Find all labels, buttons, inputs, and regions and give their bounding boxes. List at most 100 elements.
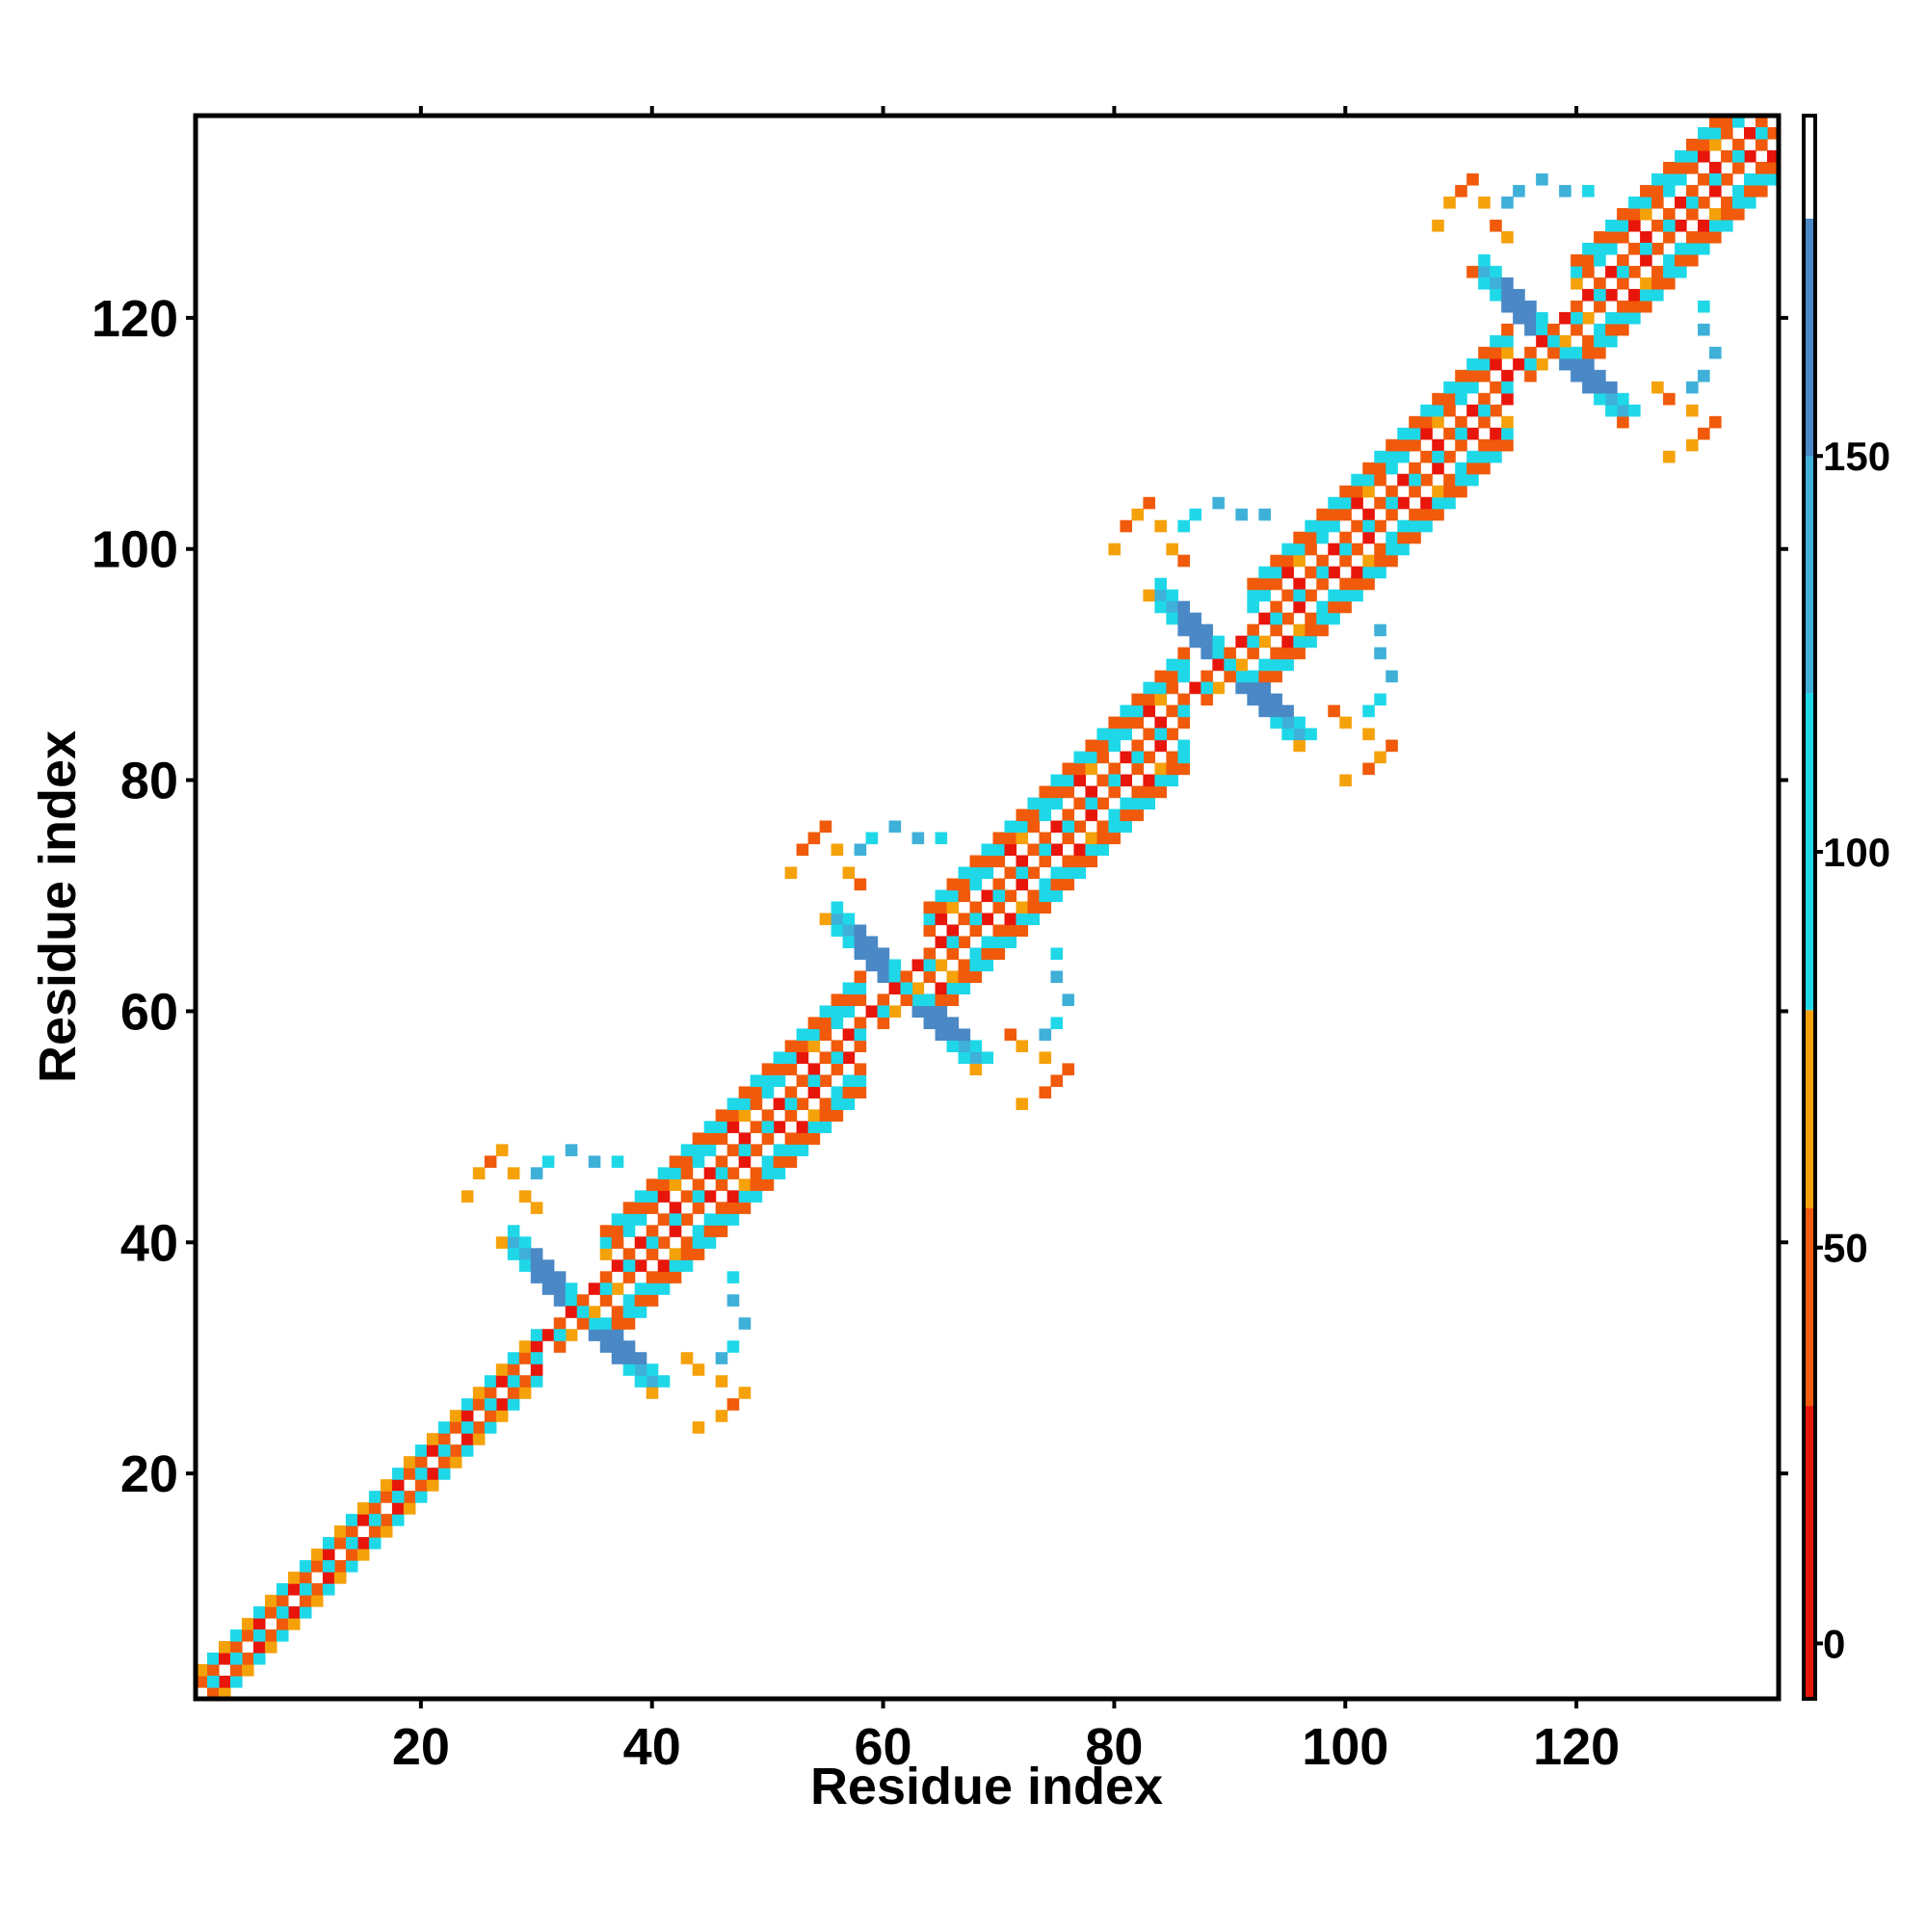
heatmap-cell: [1039, 1086, 1052, 1098]
heatmap-cell: [969, 878, 983, 891]
heatmap-cell: [1571, 323, 1583, 336]
heatmap-cell: [1212, 647, 1225, 660]
heatmap-cell: [831, 843, 844, 857]
heatmap-cell: [807, 1121, 821, 1133]
heatmap-cell: [1212, 658, 1225, 672]
heatmap-cell: [1281, 658, 1294, 672]
heatmap-cell: [1027, 913, 1041, 926]
heatmap-cell: [854, 970, 867, 984]
heatmap-cell: [831, 924, 844, 938]
heatmap-cell: [1686, 207, 1699, 221]
heatmap-cell: [657, 1271, 671, 1284]
heatmap-cell: [715, 1352, 728, 1364]
heatmap-cell: [1686, 149, 1699, 163]
heatmap-cell: [1027, 889, 1041, 903]
heatmap-cell: [252, 1653, 266, 1665]
heatmap-cell: [992, 936, 1006, 949]
heatmap-cell: [831, 901, 844, 914]
heatmap-cell: [761, 1074, 775, 1087]
heatmap-cell: [773, 1063, 786, 1075]
heatmap-cell: [1698, 369, 1710, 383]
heatmap-cell: [1432, 219, 1444, 232]
heatmap-cell: [703, 1132, 717, 1145]
heatmap-cell: [1120, 704, 1133, 718]
heatmap-cell: [1663, 265, 1676, 278]
heatmap-cell: [1224, 670, 1236, 683]
heatmap-cell: [807, 832, 821, 845]
heatmap-cell: [1039, 797, 1052, 810]
heatmap-cell: [1281, 612, 1294, 625]
heatmap-cell: [1478, 462, 1491, 475]
heatmap-cell: [819, 1028, 832, 1042]
heatmap-cell: [1582, 381, 1595, 394]
heatmap-cell: [1605, 219, 1618, 232]
heatmap-cell: [1004, 866, 1017, 880]
heatmap-cell: [403, 1456, 416, 1469]
heatmap-cell: [1594, 334, 1606, 348]
heatmap-cell: [1293, 623, 1306, 637]
heatmap-cell: [518, 1352, 532, 1364]
heatmap-cell: [738, 1317, 752, 1330]
heatmap-cell: [981, 936, 994, 949]
heatmap-cell: [992, 832, 1006, 845]
heatmap-cell: [1085, 751, 1098, 764]
heatmap-cell: [796, 843, 809, 857]
heatmap-cell: [692, 1132, 705, 1145]
heatmap-cell: [715, 1178, 728, 1191]
heatmap-cell: [958, 970, 971, 984]
heatmap-cell: [622, 1294, 636, 1307]
heatmap-cell: [1351, 589, 1363, 602]
heatmap-cell: [935, 1017, 948, 1030]
heatmap-cell: [969, 970, 983, 984]
heatmap-cell: [345, 1548, 358, 1561]
heatmap-cell: [264, 1606, 277, 1619]
heatmap-cell: [1131, 693, 1144, 706]
heatmap-cell: [1536, 311, 1548, 325]
heatmap-cell: [252, 1629, 266, 1642]
heatmap-cell: [1663, 172, 1676, 186]
heatmap-cell: [380, 1525, 393, 1538]
heatmap-cell: [1559, 357, 1571, 371]
heatmap-cell: [1108, 543, 1122, 556]
heatmap-cell: [1212, 635, 1225, 648]
heatmap-cell: [854, 936, 867, 949]
heatmap-cell: [553, 1329, 567, 1341]
heatmap-cell: [1154, 762, 1167, 776]
heatmap-cell: [1698, 172, 1710, 186]
heatmap-cell: [1698, 427, 1710, 440]
heatmap-cell: [1166, 704, 1178, 718]
heatmap-cell: [854, 1063, 867, 1075]
heatmap-cell: [1166, 612, 1178, 625]
heatmap-cell: [738, 1202, 752, 1214]
heatmap-cell: [1073, 774, 1087, 787]
heatmap-cell: [1073, 762, 1087, 776]
heatmap-cell: [1305, 728, 1317, 741]
heatmap-cell: [842, 993, 856, 1007]
heatmap-cell: [842, 1086, 856, 1098]
heatmap-cell: [1709, 230, 1722, 244]
heatmap-cell: [1154, 693, 1167, 706]
heatmap-cell: [368, 1525, 382, 1538]
heatmap-cell: [1432, 450, 1444, 463]
heatmap-cell: [1027, 843, 1041, 857]
heatmap-cell: [1062, 855, 1075, 868]
heatmap-cell: [1212, 681, 1225, 695]
heatmap-cell: [1478, 404, 1491, 417]
heatmap-cell: [807, 1132, 821, 1145]
heatmap-cell: [622, 1352, 636, 1364]
heatmap-cell: [1120, 728, 1133, 741]
heatmap-cell: [1455, 427, 1467, 440]
heatmap-cell: [634, 1294, 647, 1307]
heatmap-cell: [1143, 774, 1155, 787]
heatmap-cell: [646, 1271, 659, 1284]
heatmap-cell: [715, 1109, 728, 1122]
heatmap-cell: [437, 1433, 451, 1445]
heatmap-cell: [680, 1144, 694, 1156]
heatmap-cell: [1744, 172, 1756, 186]
colorbar-tick-label: 100: [1823, 830, 1890, 875]
heatmap-cell: [1536, 334, 1548, 348]
heatmap-cell: [1247, 600, 1259, 614]
heatmap-cell: [1247, 577, 1259, 591]
heatmap-cell: [1050, 878, 1064, 891]
